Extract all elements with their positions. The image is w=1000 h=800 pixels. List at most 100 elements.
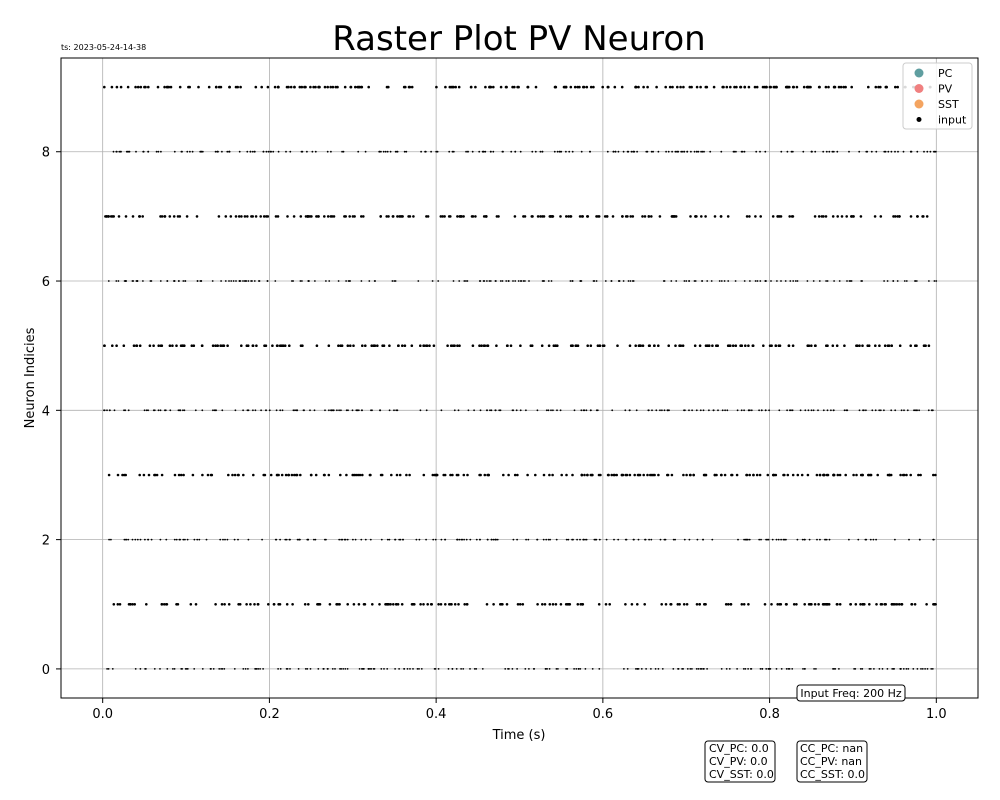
spike-dot [437,280,440,282]
spike-dot [706,280,709,282]
spike-dot [431,280,434,282]
spike-dot [528,280,530,282]
spike-dot [693,344,697,348]
spike-dot [144,538,146,541]
spike-dot [112,150,115,153]
spike-dot [630,150,633,153]
spike-dot [774,344,778,348]
spike-dot [719,215,723,218]
spike-dot [605,215,609,218]
chart-title: Raster Plot PV Neuron [332,19,705,59]
spike-dot [813,215,817,218]
spike-dot [548,668,551,670]
spike-dot [292,280,294,282]
spike-dot [134,538,137,541]
spike-dot [875,538,877,541]
spike-dot [244,668,247,670]
spike-dot [435,85,438,89]
spike-dot [704,473,708,477]
spike-dot [142,150,145,153]
spike-dot [765,85,768,89]
spike-dot [832,473,836,477]
spike-dot [214,150,217,153]
spike-dot [675,280,678,282]
spike-dot [545,538,548,541]
spike-dot [338,538,341,541]
spike-dot [747,85,751,89]
legend-marker [914,68,924,78]
spike-dot [465,603,469,606]
spike-dot [743,150,746,153]
x-tick-label: 0.8 [759,707,780,722]
spike-dot [352,538,354,541]
spike-dot [697,668,700,670]
legend-marker [914,84,924,93]
spike-dot [108,538,110,541]
spike-dot [613,538,615,541]
spike-dot [346,344,350,348]
spike-dot [103,409,106,412]
spike-dot [646,150,649,153]
spike-dot [632,280,635,282]
input-freq-box: Input Freq: 200 Hz [796,684,906,702]
spike-dot [775,668,778,670]
spike-dot [540,344,544,348]
spike-dot [867,85,870,89]
spike-dot [683,150,686,153]
spike-dot [172,668,174,670]
spike-dot [304,85,307,89]
spike-dot [634,344,637,348]
spike-dot [182,538,185,541]
spike-dot [554,85,558,89]
spike-dot [828,538,831,541]
spike-dot [380,473,384,477]
spike-dot [755,150,758,153]
spike-dot [628,473,632,477]
cc-pc-label: CC_PC: nan [800,742,863,755]
spike-dot [840,215,844,218]
spike-dot [689,215,692,218]
spike-dot [910,150,913,153]
spike-dot [607,85,610,89]
spike-dot [481,668,484,670]
spike-dot [457,85,461,89]
spike-dot [524,668,527,670]
spike-dot [110,538,112,541]
spike-dot [364,538,367,541]
spike-dot [713,215,717,218]
spike-dot [585,538,588,541]
spike-dot [482,150,485,153]
spike-dot [134,668,137,670]
spike-dot [120,150,122,153]
spike-dot [877,85,880,89]
spike-dot [224,215,228,218]
spike-dot [458,280,461,282]
spike-dot [483,473,487,477]
spike-dot [242,280,244,282]
spike-dot [817,603,820,606]
spike-dot [142,473,146,477]
spike-dot [850,280,853,282]
spike-dot [480,344,483,348]
spike-dot [875,603,878,606]
spike-dot [606,150,609,153]
spike-dot [265,150,268,153]
spike-dot [848,538,850,541]
spike-dot [106,409,108,412]
spike-dot [846,280,848,282]
spike-dot [775,85,778,89]
spike-dot [131,215,135,218]
spike-dot [165,538,168,541]
spike-dot [285,603,289,606]
spike-dot [783,473,786,477]
spike-dot [758,473,762,477]
spike-dot [395,473,399,477]
spike-dot [281,409,284,412]
spike-dot [127,538,130,541]
spike-dot [747,603,750,606]
spike-dot [542,215,546,218]
spike-dot [486,409,488,412]
spike-dot [784,280,787,282]
spike-dot [141,215,144,218]
spike-dot [118,603,122,606]
